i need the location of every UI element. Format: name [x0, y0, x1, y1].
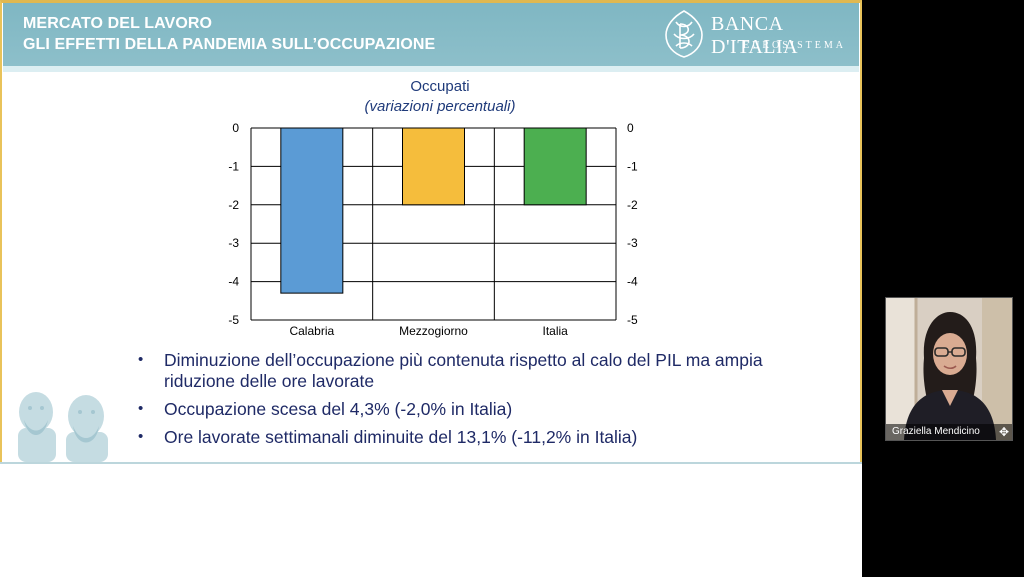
y-tick-label-right: -1	[627, 159, 638, 173]
bar-italia	[523, 127, 587, 206]
bar-chart: 0 0 -1 -1 -2 -2 -3 -3 -4 -4 -5 -5 Calabria Mezzogiorn…	[228, 121, 638, 338]
bullet-icon: •	[138, 400, 144, 417]
bullet-list: • Diminuzione dell’occupazione più conten…	[138, 350, 838, 455]
logo-subtitle: EUROSISTEMA	[743, 40, 847, 51]
x-tick-label: Calabria	[289, 324, 334, 338]
y-tick-label-right: -3	[627, 236, 638, 250]
y-tick-label-right: -2	[627, 198, 638, 212]
y-tick-label-left: -1	[228, 159, 239, 173]
bullet-item: • Ore lavorate settimanali diminuite del …	[138, 427, 838, 448]
y-tick-label-right: -5	[627, 313, 638, 327]
empty-canvas-area	[0, 464, 862, 577]
logo-name: BANCA D'ITALIA	[711, 13, 799, 58]
slide-title: MERCATO DEL LAVORO	[23, 15, 213, 32]
participant-name: Graziella Mendicino	[892, 426, 980, 437]
bullet-item: • Diminuzione dell’occupazione più conten…	[138, 350, 838, 392]
chart-subtitle: (variazioni percentuali)	[364, 98, 516, 115]
bullet-text: Occupazione scesa del 4,3% (-2,0% in Ita…	[164, 399, 513, 419]
y-tick-label-left: 0	[232, 121, 239, 135]
y-tick-label-left: -4	[228, 275, 239, 289]
bullet-icon: •	[138, 428, 144, 445]
move-icon[interactable]: ✥	[998, 425, 1009, 439]
slide-header: MERCATO DEL LAVORO GLI EFFETTI DELLA PAN…	[3, 3, 859, 66]
bar-calabria	[280, 127, 344, 294]
chart-title: Occupati	[410, 78, 470, 95]
slide-bottom-edge	[0, 462, 862, 464]
bar-mezzogiorno	[402, 127, 465, 206]
header-divider	[3, 66, 859, 72]
y-tick-label-right: -4	[627, 275, 638, 289]
bullet-item: • Occupazione scesa del 4,3% (-2,0% in It…	[138, 399, 838, 420]
y-tick-label-left: -2	[228, 198, 239, 212]
participant-video-image	[886, 298, 1012, 440]
bronze-statues-decoration	[18, 392, 108, 462]
bullet-icon: •	[138, 351, 144, 368]
x-tick-label: Italia	[542, 324, 568, 338]
y-tick-label-left: -5	[228, 313, 239, 327]
banca-italia-emblem-icon	[665, 10, 703, 58]
y-tick-label-left: -3	[228, 236, 239, 250]
x-tick-label: Mezzogiorno	[399, 324, 468, 338]
participant-name-bar: Graziella Mendicino ✥	[886, 424, 1012, 440]
participant-video-tile[interactable]: Graziella Mendicino ✥	[885, 297, 1013, 441]
presentation-slide: MERCATO DEL LAVORO GLI EFFETTI DELLA PAN…	[0, 0, 862, 463]
bullet-text: Ore lavorate settimanali diminuite del 1…	[164, 427, 638, 447]
slide-subtitle: GLI EFFETTI DELLA PANDEMIA SULL’OCCUPAZI…	[23, 36, 436, 53]
y-tick-label-right: 0	[627, 121, 634, 135]
bullet-text: Diminuzione dell’occupazione più contenu…	[164, 350, 763, 391]
